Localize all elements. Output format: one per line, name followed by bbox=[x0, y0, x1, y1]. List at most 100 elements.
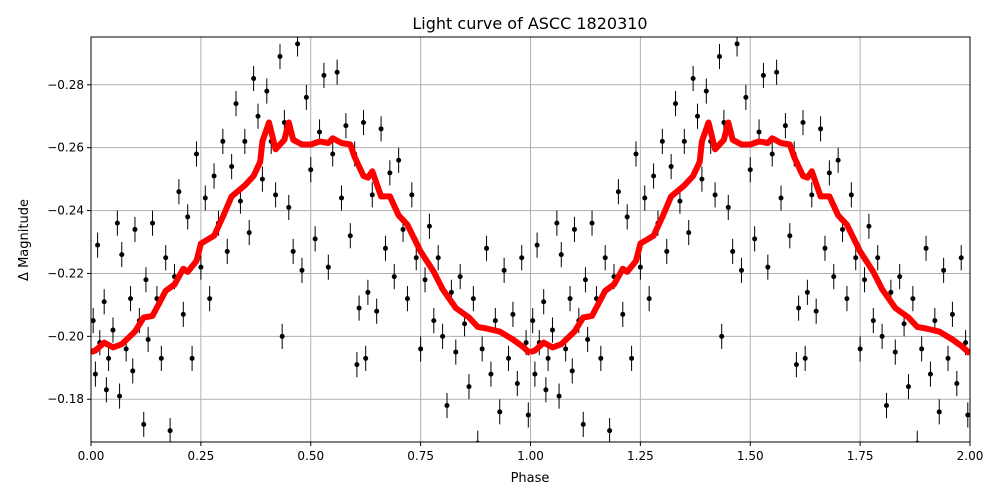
data-point bbox=[321, 72, 327, 78]
data-point bbox=[963, 340, 969, 346]
data-point bbox=[382, 245, 388, 251]
data-point bbox=[923, 245, 929, 251]
data-point bbox=[396, 157, 402, 163]
data-point bbox=[905, 384, 911, 390]
data-point bbox=[831, 274, 837, 280]
data-point bbox=[145, 336, 151, 342]
data-point bbox=[501, 267, 507, 273]
binned-curve bbox=[91, 119, 533, 356]
chart-title: Light curve of ASCC 1820310 bbox=[412, 14, 647, 33]
data-point bbox=[479, 346, 485, 352]
data-point bbox=[716, 53, 722, 59]
data-point bbox=[629, 355, 635, 361]
data-point bbox=[119, 252, 125, 258]
data-point bbox=[488, 371, 494, 377]
data-point bbox=[365, 289, 371, 295]
y-tick-label: −0.18 bbox=[47, 392, 84, 406]
data-point bbox=[440, 333, 446, 339]
data-point bbox=[585, 336, 591, 342]
data-point bbox=[888, 289, 894, 295]
data-point bbox=[128, 296, 134, 302]
data-point bbox=[624, 214, 630, 220]
data-point bbox=[725, 204, 731, 210]
y-tick-label: −0.20 bbox=[47, 329, 84, 343]
data-point bbox=[866, 223, 872, 229]
data-point bbox=[334, 69, 340, 75]
data-point bbox=[582, 277, 588, 283]
data-point bbox=[642, 195, 648, 201]
data-point bbox=[290, 248, 296, 254]
data-point bbox=[189, 355, 195, 361]
data-point bbox=[549, 327, 555, 333]
data-point bbox=[787, 233, 793, 239]
data-point bbox=[730, 248, 736, 254]
data-point bbox=[793, 362, 799, 368]
data-point bbox=[569, 368, 575, 374]
data-point bbox=[965, 412, 970, 418]
data-point bbox=[354, 362, 360, 368]
x-tick-label: 1.00 bbox=[517, 449, 544, 463]
data-point bbox=[185, 214, 191, 220]
data-point bbox=[848, 192, 854, 198]
data-point bbox=[448, 289, 454, 295]
data-point bbox=[530, 318, 536, 324]
data-point bbox=[857, 346, 863, 352]
data-point bbox=[255, 113, 261, 119]
data-point bbox=[802, 355, 808, 361]
data-point bbox=[233, 101, 239, 107]
data-point bbox=[563, 346, 569, 352]
data-point bbox=[686, 230, 692, 236]
data-point bbox=[514, 381, 520, 387]
data-point bbox=[117, 393, 123, 399]
data-point bbox=[818, 126, 824, 132]
data-point bbox=[163, 255, 169, 261]
x-tick-label: 0.25 bbox=[188, 449, 215, 463]
data-point bbox=[110, 327, 116, 333]
data-point bbox=[91, 318, 96, 324]
data-point bbox=[796, 305, 802, 311]
data-point bbox=[339, 195, 345, 201]
data-point bbox=[95, 242, 101, 248]
data-point bbox=[804, 289, 810, 295]
data-point bbox=[659, 138, 665, 144]
data-point bbox=[712, 192, 718, 198]
data-point bbox=[840, 226, 846, 232]
data-point bbox=[673, 101, 679, 107]
x-tick-label: 1.75 bbox=[847, 449, 874, 463]
data-point bbox=[651, 173, 657, 179]
data-point bbox=[677, 198, 683, 204]
data-point bbox=[699, 176, 705, 182]
data-point bbox=[360, 120, 366, 126]
data-point bbox=[325, 264, 331, 270]
data-point bbox=[224, 248, 230, 254]
data-point bbox=[664, 248, 670, 254]
data-point bbox=[484, 245, 490, 251]
data-point bbox=[747, 167, 753, 173]
y-tick-label: −0.22 bbox=[47, 266, 84, 280]
data-point bbox=[774, 69, 780, 75]
data-point bbox=[695, 113, 701, 119]
data-point bbox=[132, 226, 138, 232]
data-point bbox=[444, 403, 450, 409]
data-point bbox=[897, 274, 903, 280]
data-point bbox=[954, 381, 960, 387]
data-point bbox=[277, 53, 283, 59]
data-point bbox=[242, 138, 248, 144]
data-point bbox=[936, 409, 942, 415]
data-point bbox=[308, 167, 314, 173]
data-point bbox=[756, 129, 762, 135]
data-point bbox=[844, 296, 850, 302]
data-point bbox=[826, 170, 832, 176]
data-point bbox=[246, 230, 252, 236]
data-point bbox=[646, 296, 652, 302]
data-point bbox=[363, 355, 369, 361]
data-point bbox=[558, 252, 564, 258]
data-point bbox=[123, 346, 129, 352]
data-point bbox=[879, 333, 885, 339]
data-point bbox=[519, 255, 525, 261]
data-point bbox=[418, 346, 424, 352]
data-point bbox=[545, 355, 551, 361]
data-point bbox=[668, 164, 674, 170]
data-point bbox=[114, 220, 120, 226]
data-point bbox=[369, 192, 375, 198]
